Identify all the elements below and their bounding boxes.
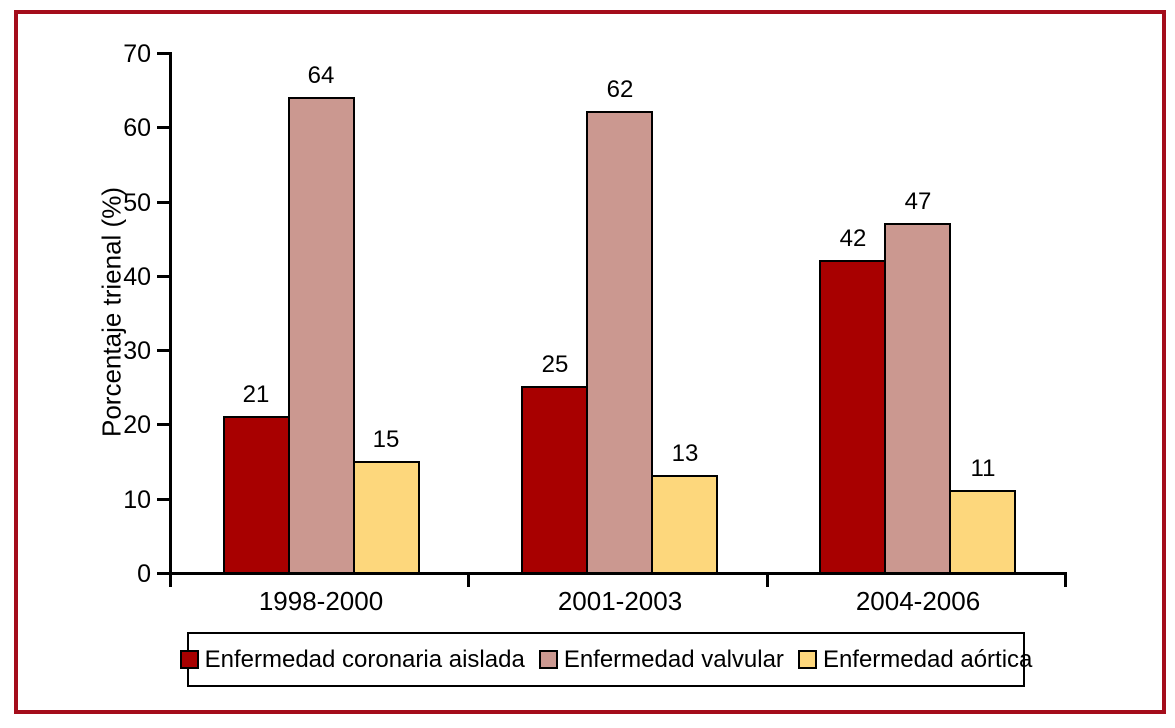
- y-tick: [157, 52, 169, 55]
- y-tick: [157, 498, 169, 501]
- bar-value-label: 62: [606, 76, 634, 103]
- bar-valvular: [288, 97, 355, 574]
- y-tick-label: 50: [123, 189, 151, 217]
- bar-value-label: 15: [372, 426, 400, 453]
- y-tick-label: 30: [123, 337, 151, 365]
- bar-valvular: [884, 223, 951, 574]
- bar-value-label: 25: [541, 351, 569, 378]
- bar-value-label: 13: [671, 440, 699, 467]
- legend-swatch-icon: [179, 650, 199, 669]
- bar-aortica: [651, 475, 718, 574]
- y-tick-label: 40: [123, 263, 151, 291]
- legend-label: Enfermedad coronaria aislada: [204, 645, 525, 673]
- bar-value-label: 64: [307, 62, 335, 89]
- legend-item: Enfermedad valvular: [538, 645, 784, 674]
- legend-label: Enfermedad aórtica: [822, 645, 1033, 673]
- bar-aortica: [949, 490, 1016, 574]
- x-tick: [467, 575, 470, 587]
- legend-item: Enfermedad aórtica: [797, 645, 1033, 674]
- bar-coronaria: [223, 416, 290, 574]
- y-tick: [157, 349, 169, 352]
- bar-coronaria: [521, 386, 588, 574]
- y-tick: [157, 201, 169, 204]
- x-tick: [1064, 575, 1067, 587]
- bar-valvular: [586, 111, 653, 574]
- x-category-label: 2004-2006: [855, 586, 981, 616]
- y-tick: [157, 572, 169, 575]
- y-tick-label: 0: [137, 560, 151, 588]
- y-axis-line: [169, 52, 172, 575]
- y-tick-label: 60: [123, 114, 151, 142]
- y-tick-label: 10: [123, 486, 151, 514]
- y-tick: [157, 423, 169, 426]
- bar-coronaria: [819, 260, 886, 574]
- bar-aortica: [353, 461, 420, 574]
- bar-value-label: 11: [970, 455, 996, 482]
- legend-swatch-icon: [538, 650, 558, 669]
- chart-legend: Enfermedad coronaria aislada Enfermedad v…: [179, 632, 1032, 687]
- x-tick: [766, 575, 769, 587]
- y-tick: [157, 126, 169, 129]
- y-axis-title: Porcentaje trienal (%): [96, 187, 127, 437]
- legend-swatch-icon: [797, 650, 817, 669]
- legend-label: Enfermedad valvular: [563, 645, 784, 673]
- x-category-label: 2001-2003: [557, 586, 683, 616]
- y-tick: [157, 275, 169, 278]
- bar-value-label: 42: [839, 225, 867, 252]
- x-category-label: 1998-2000: [258, 586, 384, 616]
- y-tick-label: 20: [123, 411, 151, 439]
- x-tick: [169, 575, 172, 587]
- bar-value-label: 47: [904, 188, 932, 215]
- bar-value-label: 21: [242, 381, 270, 408]
- legend-item: Enfermedad coronaria aislada: [179, 645, 525, 674]
- y-tick-label: 70: [123, 40, 151, 68]
